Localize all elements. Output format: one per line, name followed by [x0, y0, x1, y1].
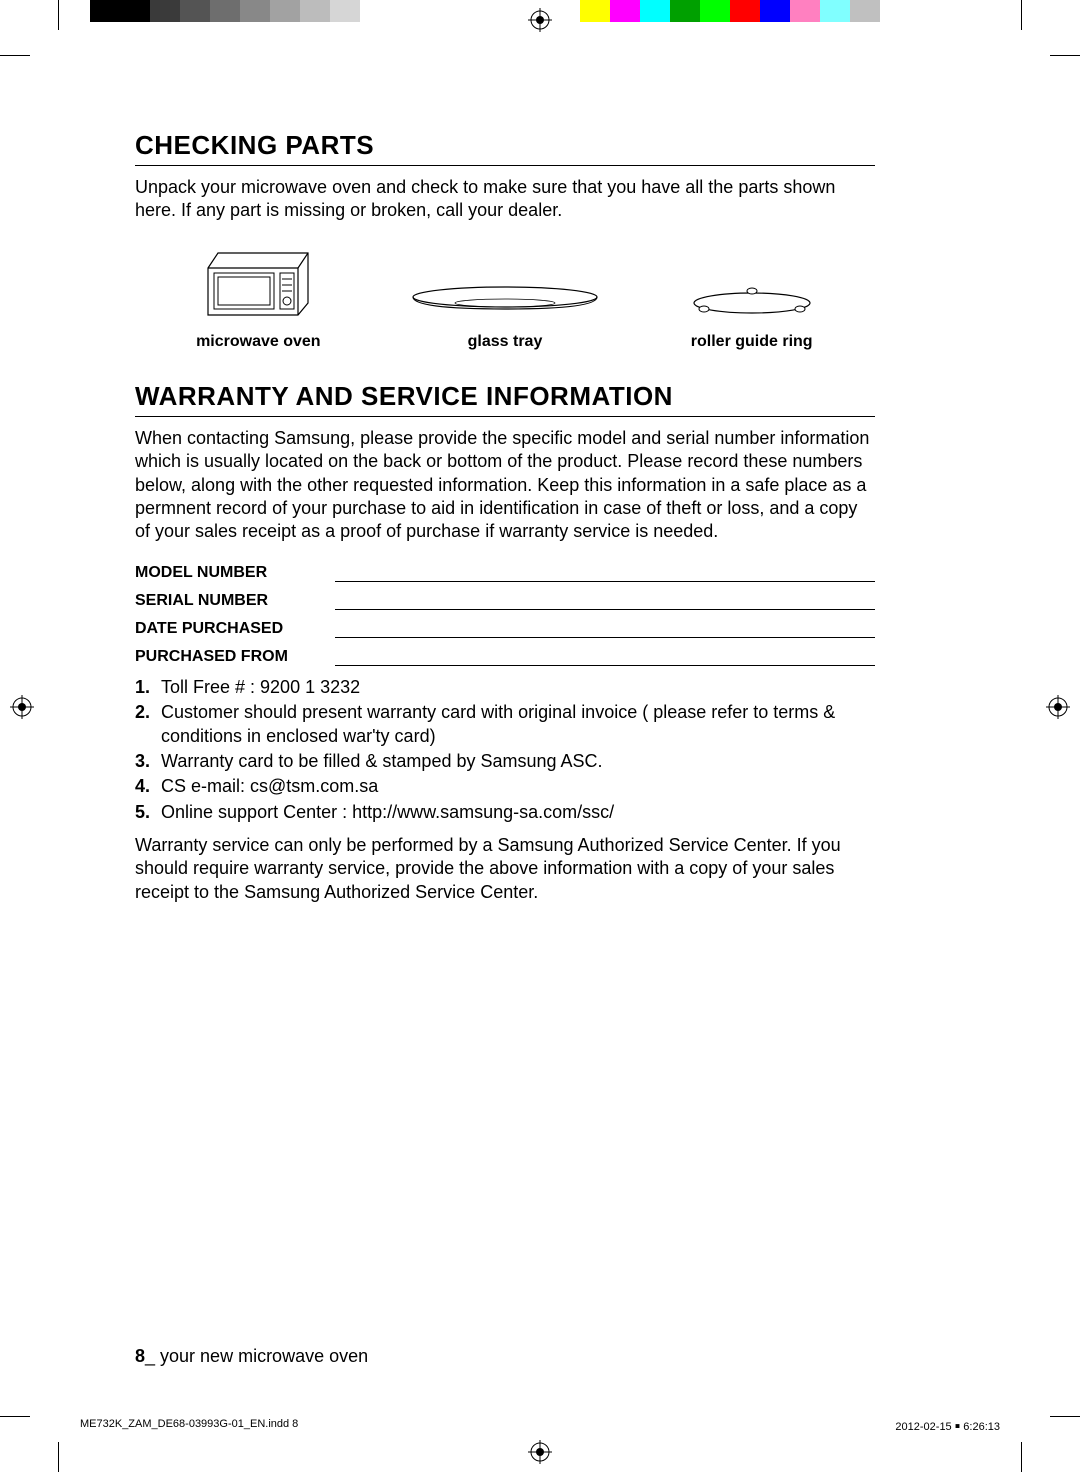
field-row: PURCHASED FROM	[135, 648, 875, 666]
footer-separator: _	[145, 1346, 155, 1366]
print-footer: ME732K_ZAM_DE68-03993G-01_EN.indd 8 2012…	[80, 1418, 1000, 1434]
parts-row: microwave oven glass tray roller guide r…	[135, 243, 875, 351]
part-label: microwave oven	[135, 333, 382, 351]
crop-mark	[1050, 55, 1080, 56]
note-item: Toll Free # : 9200 1 3232	[135, 676, 875, 699]
registration-mark-icon	[528, 8, 552, 32]
notes-list: Toll Free # : 9200 1 3232 Customer shoul…	[135, 676, 875, 824]
field-blank-line	[335, 648, 875, 666]
field-row: MODEL NUMBER	[135, 564, 875, 582]
field-row: DATE PURCHASED	[135, 620, 875, 638]
crop-mark	[1050, 1416, 1080, 1417]
note-item: Online support Center : http://www.samsu…	[135, 801, 875, 824]
print-footer-timestamp: 2012-02-15 ￭ 6:26:13	[895, 1418, 1000, 1434]
section1-title: CHECKING PARTS	[135, 130, 875, 166]
part-label: roller guide ring	[628, 333, 875, 351]
registration-mark-icon	[1046, 695, 1070, 719]
print-colorbar-color	[580, 0, 880, 22]
field-row: SERIAL NUMBER	[135, 592, 875, 610]
print-colorbar-gray	[90, 0, 390, 22]
note-item: Customer should present warranty card wi…	[135, 701, 875, 748]
field-label: MODEL NUMBER	[135, 564, 335, 582]
section2-text: When contacting Samsung, please provide …	[135, 427, 875, 544]
crop-mark	[0, 55, 30, 56]
registration-mark-icon	[528, 1440, 552, 1464]
section1-text: Unpack your microwave oven and check to …	[135, 176, 875, 223]
part-glass-tray: glass tray	[382, 283, 629, 351]
page-footer: 8_ your new microwave oven	[135, 1346, 368, 1367]
info-fields: MODEL NUMBER SERIAL NUMBER DATE PURCHASE…	[135, 564, 875, 666]
section2: WARRANTY AND SERVICE INFORMATION When co…	[135, 381, 875, 904]
field-label: DATE PURCHASED	[135, 620, 335, 638]
crop-mark	[1021, 0, 1022, 30]
part-label: glass tray	[382, 333, 629, 351]
section2-title: WARRANTY AND SERVICE INFORMATION	[135, 381, 875, 417]
field-label: PURCHASED FROM	[135, 648, 335, 666]
field-blank-line	[335, 592, 875, 610]
crop-mark	[58, 0, 59, 30]
part-roller-ring: roller guide ring	[628, 283, 875, 351]
page-number: 8	[135, 1346, 145, 1366]
crop-mark	[58, 1442, 59, 1472]
print-footer-filename: ME732K_ZAM_DE68-03993G-01_EN.indd 8	[80, 1418, 298, 1434]
roller-ring-icon	[682, 283, 822, 323]
field-blank-line	[335, 564, 875, 582]
crop-mark	[0, 1416, 30, 1417]
note-item: CS e-mail: cs@tsm.com.sa	[135, 775, 875, 798]
footer-label: your new microwave oven	[155, 1346, 368, 1366]
section2-closing: Warranty service can only be performed b…	[135, 834, 875, 904]
registration-mark-icon	[10, 695, 34, 719]
field-blank-line	[335, 620, 875, 638]
microwave-icon	[198, 243, 318, 323]
glass-tray-icon	[405, 283, 605, 323]
field-label: SERIAL NUMBER	[135, 592, 335, 610]
note-item: Warranty card to be filled & stamped by …	[135, 750, 875, 773]
crop-mark	[1021, 1442, 1022, 1472]
part-microwave: microwave oven	[135, 243, 382, 351]
page-content: CHECKING PARTS Unpack your microwave ove…	[135, 130, 875, 924]
